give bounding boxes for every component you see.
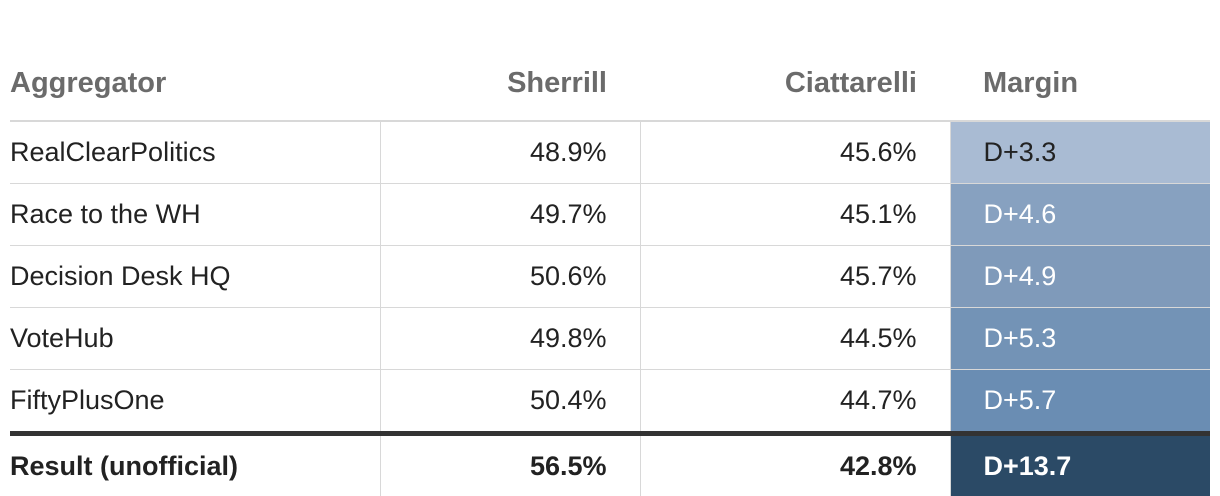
- cell-aggregator: FiftyPlusOne: [10, 370, 380, 434]
- header-margin: Margin: [950, 0, 1210, 121]
- table-footer: Result (unofficial)56.5%42.8%D+13.7: [10, 434, 1210, 496]
- cell-sherrill: 48.9%: [380, 121, 640, 184]
- header-ciattarelli: Ciattarelli: [640, 0, 950, 121]
- cell-sherrill: 50.6%: [380, 246, 640, 308]
- cell-margin: D+4.9: [950, 246, 1210, 308]
- cell-aggregator: RealClearPolitics: [10, 121, 380, 184]
- cell-ciattarelli: 44.7%: [640, 370, 950, 434]
- cell-sherrill: 49.8%: [380, 308, 640, 370]
- cell-ciattarelli: 45.7%: [640, 246, 950, 308]
- result-ciattarelli: 42.8%: [640, 434, 950, 496]
- result-margin: D+13.7: [950, 434, 1210, 496]
- cell-margin: D+5.7: [950, 370, 1210, 434]
- header-sherrill: Sherrill: [380, 0, 640, 121]
- header-aggregator: Aggregator: [10, 0, 380, 121]
- cell-aggregator: Decision Desk HQ: [10, 246, 380, 308]
- cell-aggregator: Race to the WH: [10, 184, 380, 246]
- cell-margin: D+3.3: [950, 121, 1210, 184]
- result-aggregator: Result (unofficial): [10, 434, 380, 496]
- result-sherrill: 56.5%: [380, 434, 640, 496]
- cell-ciattarelli: 44.5%: [640, 308, 950, 370]
- cell-margin: D+5.3: [950, 308, 1210, 370]
- cell-ciattarelli: 45.1%: [640, 184, 950, 246]
- cell-ciattarelli: 45.6%: [640, 121, 950, 184]
- cell-sherrill: 50.4%: [380, 370, 640, 434]
- cell-aggregator: VoteHub: [10, 308, 380, 370]
- cell-sherrill: 49.7%: [380, 184, 640, 246]
- result-row: Result (unofficial)56.5%42.8%D+13.7: [10, 434, 1210, 496]
- cell-margin: D+4.6: [950, 184, 1210, 246]
